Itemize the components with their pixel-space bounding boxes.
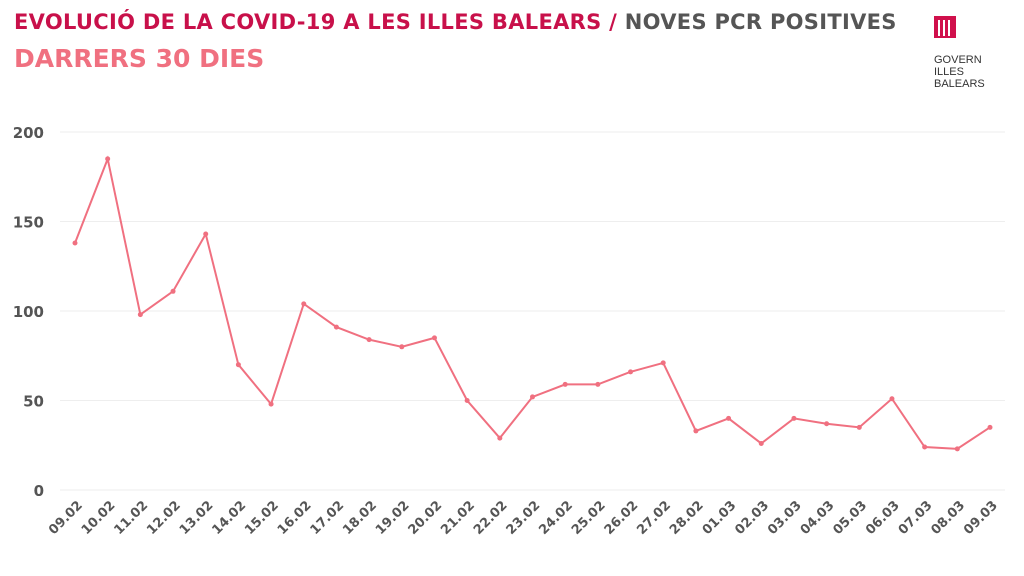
- data-point: [562, 381, 568, 387]
- y-tick-label: 100: [13, 303, 44, 321]
- data-point: [987, 424, 993, 430]
- data-point: [72, 240, 78, 246]
- x-tick-label: 27.02: [634, 498, 674, 538]
- data-point: [954, 446, 960, 452]
- y-tick-label: 200: [13, 124, 44, 142]
- x-tick-label: 11.02: [111, 498, 151, 538]
- x-tick-label: 24.02: [536, 498, 576, 538]
- x-tick-label: 03.03: [765, 498, 805, 538]
- x-tick-label: 09.02: [46, 498, 86, 538]
- chart-subtitle: DARRERS 30 DIES: [14, 44, 265, 73]
- x-tick-label: 12.02: [144, 498, 184, 538]
- data-point: [824, 421, 830, 427]
- data-point: [791, 415, 797, 421]
- x-tick-label: 28.02: [667, 498, 707, 538]
- data-point: [464, 398, 470, 403]
- x-tick-label: 25.02: [569, 498, 609, 538]
- series-line: [74, 155, 991, 450]
- data-point: [235, 362, 241, 368]
- data-point: [301, 301, 307, 307]
- x-tick-label: 14.02: [210, 498, 250, 538]
- data-point: [366, 337, 372, 343]
- data-point: [137, 312, 143, 318]
- x-tick-label: 20.02: [406, 498, 446, 538]
- data-point: [595, 381, 601, 387]
- data-point: [530, 394, 535, 400]
- coat-of-arms-icon: [934, 16, 956, 38]
- x-tick-label: 07.03: [896, 498, 936, 538]
- x-tick-label: 01.03: [700, 498, 740, 538]
- x-tick-label: 06.03: [863, 498, 903, 538]
- data-point: [628, 369, 634, 375]
- data-point: [758, 440, 764, 446]
- x-tick-label: 02.03: [732, 498, 772, 538]
- data-point: [726, 415, 732, 421]
- data-point: [333, 324, 339, 330]
- x-tick-label: 04.03: [798, 498, 838, 538]
- data-point: [399, 344, 405, 350]
- x-tick-label: 21.02: [438, 498, 478, 538]
- x-tick-label: 23.02: [504, 498, 544, 538]
- x-tick-label: 22.02: [471, 498, 511, 538]
- data-point: [889, 396, 895, 402]
- x-tick-label: 08.03: [928, 498, 968, 538]
- data-point: [922, 444, 928, 450]
- data-point: [170, 288, 176, 294]
- y-tick-label: 50: [23, 393, 44, 411]
- x-tick-label: 19.02: [373, 498, 413, 538]
- x-tick-label: 09.03: [961, 498, 1001, 538]
- data-point: [431, 335, 437, 341]
- chart-title: EVOLUCIÓ DE LA COVID-19 A LES ILLES BALE…: [14, 10, 897, 34]
- x-tick-label: 26.02: [602, 498, 642, 538]
- x-tick-label: 10.02: [79, 498, 119, 538]
- data-point: [203, 231, 209, 237]
- x-tick-label: 18.02: [340, 498, 380, 538]
- data-point: [660, 360, 666, 366]
- x-tick-label: 17.02: [308, 498, 348, 538]
- data-point: [268, 401, 274, 407]
- y-tick-label: 0: [34, 482, 44, 500]
- data-point: [497, 435, 503, 441]
- govern-logo: GOVERN ILLES BALEARS: [934, 16, 985, 90]
- x-tick-label: 16.02: [275, 498, 315, 538]
- data-point: [856, 424, 862, 430]
- x-tick-label: 05.03: [830, 498, 870, 538]
- data-point: [693, 428, 699, 434]
- data-point: [105, 156, 111, 162]
- x-tick-label: 13.02: [177, 498, 217, 538]
- y-tick-label: 150: [13, 214, 44, 232]
- x-tick-label: 15.02: [242, 498, 282, 538]
